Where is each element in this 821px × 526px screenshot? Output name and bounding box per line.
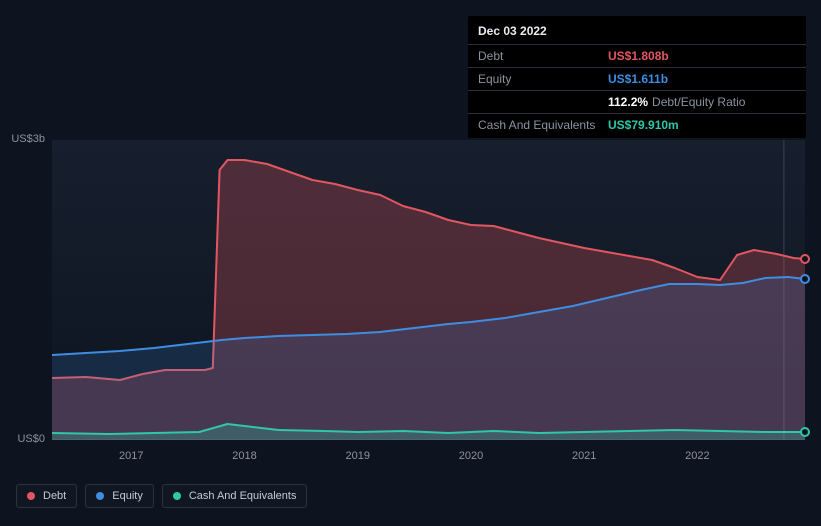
- tooltip-row-value: US$1.808b: [608, 49, 669, 63]
- tooltip-row: DebtUS$1.808b: [468, 44, 806, 67]
- legend-item[interactable]: Debt: [16, 484, 77, 508]
- area-chart[interactable]: [52, 140, 805, 440]
- legend-label: Equity: [112, 490, 143, 502]
- legend-dot-icon: [96, 492, 104, 500]
- tooltip-row-label: [478, 95, 608, 109]
- legend-dot-icon: [173, 492, 181, 500]
- chart-legend: Debt Equity Cash And Equivalents: [16, 484, 307, 508]
- tooltip-date: Dec 03 2022: [468, 22, 806, 44]
- tooltip-row-label: Debt: [478, 49, 608, 63]
- x-axis-label: 2022: [685, 450, 709, 462]
- chart-container: US$3bUS$0 201720182019202020212022: [16, 124, 805, 474]
- tooltip-row-label: Equity: [478, 72, 608, 86]
- legend-dot-icon: [27, 492, 35, 500]
- x-axis-label: 2018: [232, 450, 256, 462]
- y-axis-label: US$3b: [0, 133, 45, 145]
- tooltip-row-value: US$1.611b: [608, 72, 668, 86]
- tooltip-row-sublabel: Debt/Equity Ratio: [652, 95, 745, 109]
- tooltip-row: 112.2%Debt/Equity Ratio: [468, 90, 806, 113]
- chart-tooltip: Dec 03 2022 DebtUS$1.808bEquityUS$1.611b…: [468, 16, 806, 138]
- x-axis-label: 2019: [345, 450, 369, 462]
- series-end-marker: [800, 427, 810, 437]
- x-axis-label: 2020: [459, 450, 483, 462]
- legend-label: Debt: [43, 490, 66, 502]
- y-axis-label: US$0: [0, 433, 45, 445]
- series-end-marker: [800, 274, 810, 284]
- x-axis-label: 2021: [572, 450, 596, 462]
- tooltip-row: EquityUS$1.611b: [468, 67, 806, 90]
- legend-item[interactable]: Equity: [85, 484, 154, 508]
- legend-item[interactable]: Cash And Equivalents: [162, 484, 308, 508]
- legend-label: Cash And Equivalents: [189, 490, 297, 502]
- series-end-marker: [800, 254, 810, 264]
- x-axis-label: 2017: [119, 450, 143, 462]
- tooltip-row-value: 112.2%Debt/Equity Ratio: [608, 95, 745, 109]
